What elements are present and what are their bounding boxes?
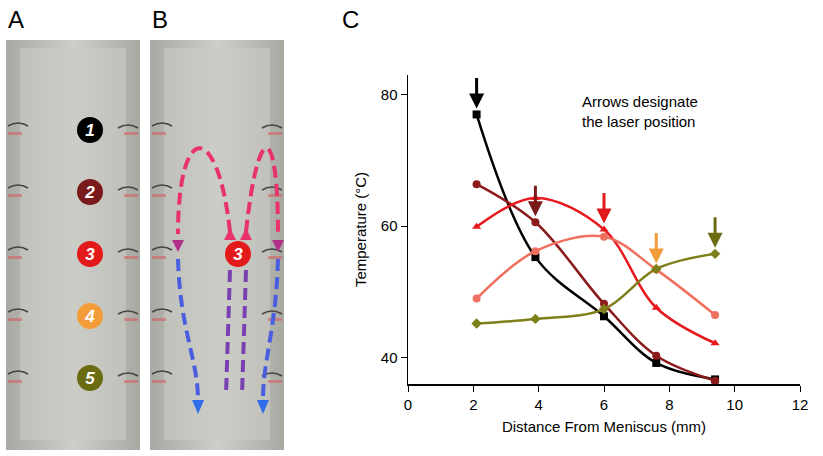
svg-text:40: 40 xyxy=(381,349,398,366)
svg-text:Distance From Meniscus (mm): Distance From Meniscus (mm) xyxy=(502,418,706,435)
svg-text:60: 60 xyxy=(381,217,398,234)
svg-text:Arrows designatethe laser posi: Arrows designatethe laser position xyxy=(582,93,698,130)
svg-text:6: 6 xyxy=(600,396,608,413)
svg-text:B: B xyxy=(152,6,168,33)
svg-text:10: 10 xyxy=(726,396,743,413)
svg-text:12: 12 xyxy=(792,396,809,413)
svg-text:2: 2 xyxy=(84,183,95,202)
svg-text:1: 1 xyxy=(85,121,94,140)
svg-text:80: 80 xyxy=(381,86,398,103)
svg-text:0: 0 xyxy=(404,396,412,413)
svg-text:2: 2 xyxy=(469,396,477,413)
svg-text:4: 4 xyxy=(84,307,95,326)
svg-text:A: A xyxy=(8,6,24,33)
svg-text:3: 3 xyxy=(233,245,243,264)
svg-text:3: 3 xyxy=(85,245,95,264)
svg-text:4: 4 xyxy=(534,396,542,413)
svg-text:Temperature (°C): Temperature (°C) xyxy=(352,172,369,287)
svg-text:8: 8 xyxy=(665,396,673,413)
svg-text:5: 5 xyxy=(85,369,95,388)
html-text:C: C xyxy=(342,6,360,33)
